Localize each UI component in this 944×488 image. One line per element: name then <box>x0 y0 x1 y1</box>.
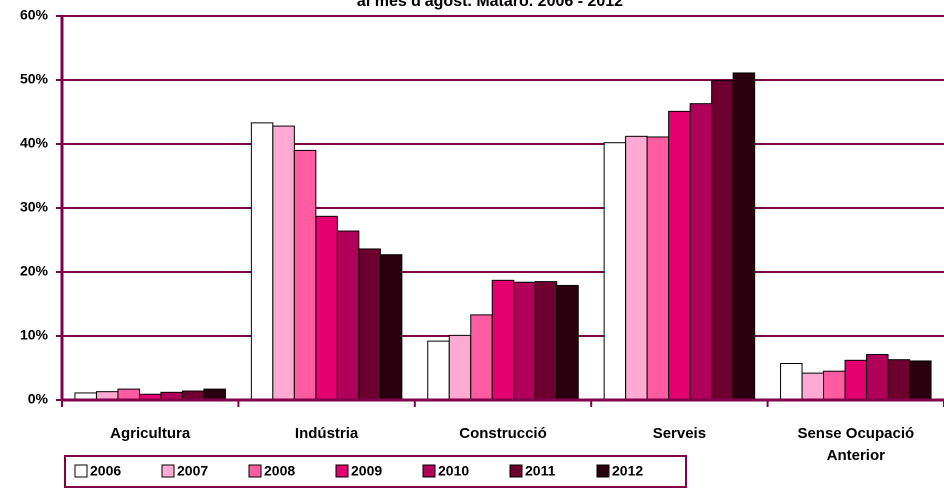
bar <box>866 354 889 401</box>
bar <box>203 388 226 401</box>
chart-title: al mes d'agost. Mataró. 2006 - 2012 <box>357 0 623 10</box>
legend-swatch <box>335 464 349 478</box>
bar <box>491 279 515 401</box>
bar <box>427 340 450 401</box>
legend-swatch <box>74 464 88 478</box>
bar <box>250 122 274 401</box>
bar <box>689 103 713 401</box>
bar <box>711 80 734 401</box>
bar <box>448 334 472 401</box>
bar <box>272 125 295 401</box>
bar <box>844 359 868 401</box>
bar <box>358 248 381 401</box>
bar <box>315 215 338 401</box>
x-tick-label: Sense Ocupació Anterior <box>797 425 915 464</box>
bar <box>556 284 579 401</box>
legend-swatch <box>248 464 262 478</box>
legend-swatch <box>161 464 175 478</box>
bar <box>470 314 493 401</box>
bar <box>887 359 911 401</box>
legend-label: 2011 <box>525 463 556 479</box>
legend-label: 2012 <box>612 463 643 479</box>
bar <box>534 281 558 401</box>
x-tick-label: Agricultura <box>110 425 191 442</box>
bar <box>909 360 932 401</box>
bar <box>646 136 670 401</box>
bar <box>336 230 360 401</box>
x-tick-label: Serveis <box>652 425 707 442</box>
bar <box>293 149 317 401</box>
legend-label: 2008 <box>264 463 295 479</box>
bar <box>823 370 846 401</box>
bar <box>668 110 691 401</box>
bar <box>732 72 756 401</box>
legend-label: 2010 <box>438 463 469 479</box>
bar <box>513 281 536 401</box>
legend-label: 2009 <box>351 463 382 479</box>
y-tick-label: 0% <box>28 391 49 407</box>
bar <box>117 388 140 401</box>
legend-label: 2006 <box>90 463 121 479</box>
legend-swatch <box>596 464 610 478</box>
y-tick-label: 30% <box>20 199 49 215</box>
y-tick-label: 50% <box>20 71 49 87</box>
bar <box>801 372 825 401</box>
bar <box>625 135 648 401</box>
legend-label: 2007 <box>177 463 208 479</box>
y-tick-label: 10% <box>20 327 49 343</box>
y-tick-label: 60% <box>20 7 49 23</box>
x-tick-label: Construcció <box>459 425 547 442</box>
y-tick-label: 20% <box>20 263 49 279</box>
bar <box>379 254 403 401</box>
legend-swatch <box>509 464 523 478</box>
bar <box>603 142 627 401</box>
legend-swatch <box>422 464 436 478</box>
y-tick-label: 40% <box>20 135 49 151</box>
x-tick-label: Indústria <box>294 425 359 442</box>
bar <box>780 363 803 401</box>
